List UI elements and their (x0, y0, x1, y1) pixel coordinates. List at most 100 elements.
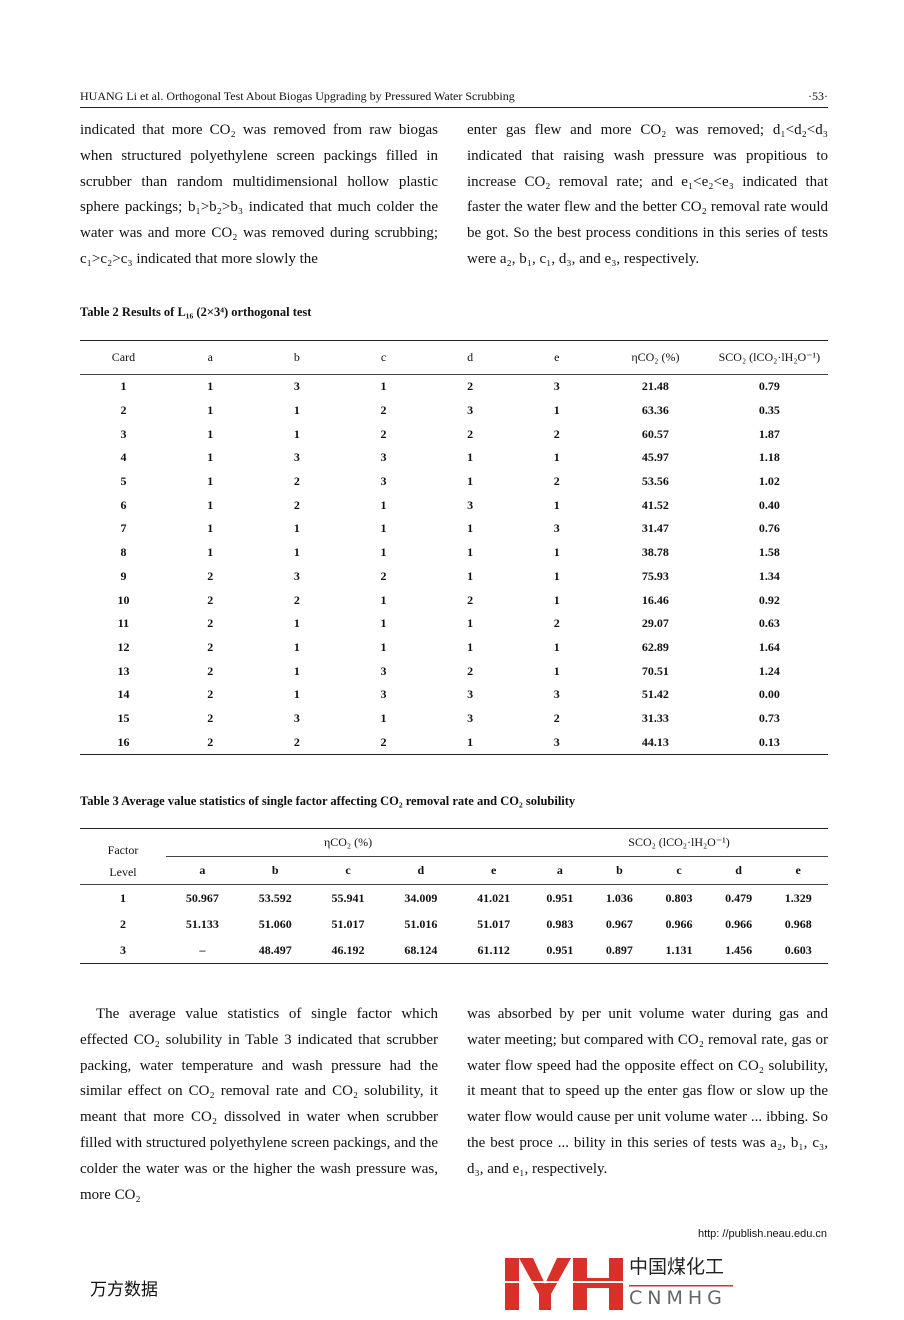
table-cell: 34.009 (404, 890, 438, 905)
table-cell: 1.24 (758, 663, 780, 678)
table-cell: 2 (553, 710, 560, 725)
table-cell: 13 (117, 663, 130, 678)
table-cell: 51.017 (331, 916, 365, 931)
table-row: 2 51.133 51.060 51.017 51.016 51.017 0.983 0.96… (80, 911, 828, 937)
table-cell: 1 (293, 663, 300, 678)
table-cell: 3 (467, 497, 474, 512)
table-cell: 50.967 (185, 890, 219, 905)
table-cell: 75.93 (641, 568, 669, 583)
table-row: 1 1 3 1 2 3 21.48 0.79 (80, 375, 828, 399)
table-cell: 1 (207, 474, 214, 489)
table-cell: 51.060 (258, 916, 292, 931)
table-cell: 21.48 (641, 379, 669, 394)
table-row: 2 1 1 2 3 1 63.36 0.35 (80, 399, 828, 423)
removal-rate-group: ηCO₂ (%) (166, 828, 531, 857)
table-cell: 2 (207, 710, 214, 725)
table-cell: 3 (380, 687, 387, 702)
table-row: 4 1 3 3 1 1 45.97 1.18 (80, 446, 828, 470)
table-cell: 2 (467, 426, 474, 441)
table-cell: 0.79 (758, 379, 780, 394)
table-cell: 61.112 (477, 942, 510, 957)
table-cell: 1 (207, 426, 214, 441)
table-row: 12 2 1 1 1 1 62.89 1.64 (80, 636, 828, 660)
table-cell: 46.192 (331, 942, 365, 957)
table-cell: 0.951 (546, 890, 574, 905)
table-cell: 51.016 (404, 916, 438, 931)
table-cell: 1 (553, 545, 560, 560)
table-cell: 1 (380, 639, 387, 654)
table-cell: 1 (553, 639, 560, 654)
table-cell: 1 (467, 568, 474, 583)
source-mark: 万方数据 (90, 1280, 158, 1300)
table-cell: 2 (553, 426, 560, 441)
table-cell: 1 (380, 521, 387, 536)
table2-caption: Table 2 Results of L₁₆ (2×3⁴) orthogonal… (80, 305, 312, 319)
table-cell: 3 (120, 942, 126, 957)
table-cell: 3 (293, 568, 300, 583)
table-cell: 1 (293, 521, 300, 536)
column-header: d (417, 863, 425, 877)
column-header: b (271, 863, 279, 877)
table-cell: 1.329 (784, 890, 812, 905)
table-row: 7 1 1 1 1 3 31.47 0.76 (80, 517, 828, 541)
table-row: 10 2 2 1 2 1 16.46 0.92 (80, 588, 828, 612)
table-cell: 70.51 (641, 663, 669, 678)
table-cell: 48.497 (258, 942, 292, 957)
table-cell: 1 (380, 710, 387, 725)
table-cell: 3 (553, 687, 560, 702)
table-cell: 0.603 (784, 942, 812, 957)
paragraph: enter gas flew and more CO₂ was removed;… (467, 122, 828, 267)
column-header: b (616, 863, 623, 877)
factor-level-header: Factor Level (107, 843, 139, 879)
table-cell: 3 (380, 450, 387, 465)
table-cell: 1 (553, 450, 560, 465)
table-cell: 3 (293, 710, 300, 725)
table-cell: 1 (553, 403, 560, 418)
column-header: c (380, 350, 387, 364)
table-row: 1 50.967 53.592 55.941 34.009 41.021 0.951 1.03… (80, 885, 828, 912)
table-row: 14 2 1 3 3 3 51.42 0.00 (80, 683, 828, 707)
table-cell: 1 (293, 687, 300, 702)
column-header: Card (111, 350, 136, 364)
table-cell: 1.456 (725, 942, 753, 957)
table-cell: 41.52 (641, 497, 669, 512)
table-cell: 5 (120, 474, 127, 489)
table-cell: 1 (553, 568, 560, 583)
table-cell: 0.63 (758, 616, 780, 631)
table-cell: 3 (553, 734, 560, 749)
table-cell: 2 (293, 592, 300, 607)
running-title: HUANG Li et al. Orthogonal Test About Bi… (80, 89, 515, 103)
table-cell: 7 (120, 521, 127, 536)
table-cell: 53.56 (641, 474, 669, 489)
table-cell: 55.941 (331, 890, 365, 905)
table-cell: 1 (467, 450, 474, 465)
table-cell: 3 (293, 450, 300, 465)
table-cell: 2 (293, 474, 300, 489)
table3: Factor Level ηCO₂ (%) SCO₂ (lCO₂·lH₂O⁻¹) … (80, 828, 828, 964)
watermark-cn: 中国煤化工 (629, 1256, 725, 1278)
table-cell: 1 (467, 474, 474, 489)
table-cell: 45.97 (641, 450, 669, 465)
table-cell: 1 (293, 426, 300, 441)
table-cell: 2 (380, 403, 387, 418)
paragraph: indicated that more CO₂ was removed from… (80, 122, 438, 267)
table-cell: 1 (293, 403, 300, 418)
table-cell: 31.47 (641, 521, 669, 536)
table-cell: 3 (467, 710, 474, 725)
table-cell: 0.40 (758, 497, 780, 512)
table-cell: 2 (553, 474, 560, 489)
table-cell: 1 (380, 545, 387, 560)
table-cell: 0.967 (605, 916, 633, 931)
text-bottom-left: The average value statistics of single f… (80, 1002, 438, 1208)
table-cell: 51.017 (477, 916, 511, 931)
table-cell: 0.803 (665, 890, 693, 905)
table-cell: 2 (207, 734, 214, 749)
table-cell: 12 (117, 639, 130, 654)
table-row: 3 – 48.497 46.192 68.124 61.112 0.951 0.897 1.13… (80, 937, 828, 964)
solubility-group: SCO₂ (lCO₂·lH₂O⁻¹) (530, 828, 828, 857)
table-cell: 1 (467, 639, 474, 654)
table-row: 15 2 3 1 3 2 31.33 0.73 (80, 707, 828, 731)
table-cell: 2 (553, 616, 560, 631)
table-cell: 63.36 (641, 403, 669, 418)
table-row: 5 1 2 3 1 2 53.56 1.02 (80, 470, 828, 494)
